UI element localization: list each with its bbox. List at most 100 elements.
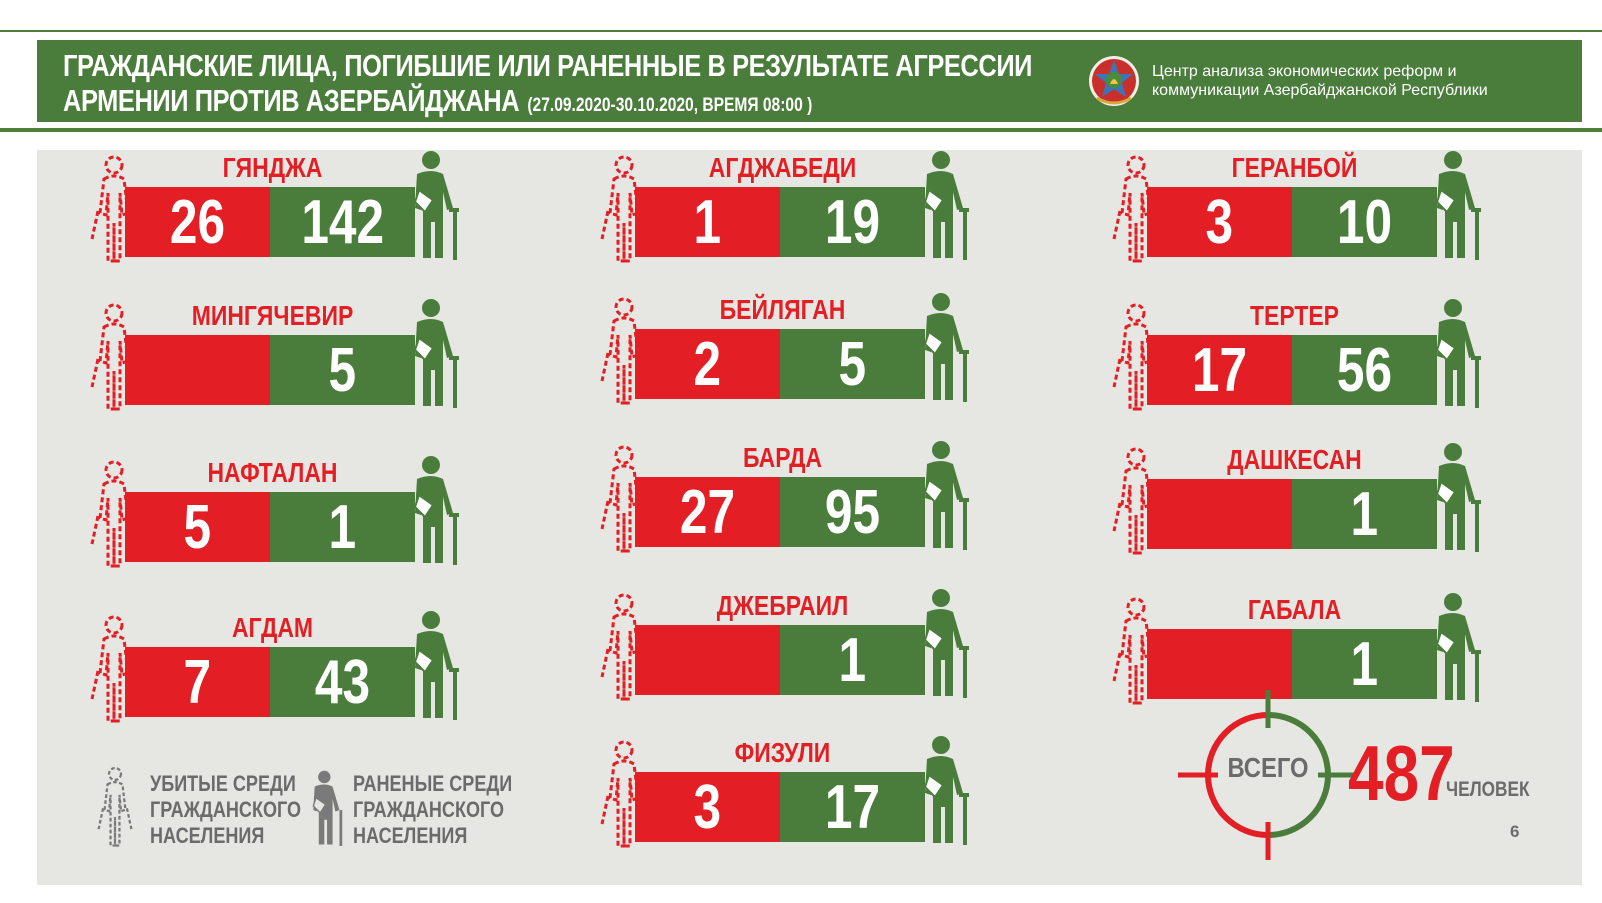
target-crosshair-icon <box>1178 690 1356 860</box>
wounded-count-bar: 10 <box>1292 187 1437 257</box>
wounded-figure-icon <box>1436 150 1482 260</box>
region-card: АГДЖАБЕДИ 1 19 <box>600 150 995 275</box>
title-line-2: АРМЕНИИ ПРОТИВ АЗЕРБАЙДЖАНА (27.09.2020-3… <box>63 83 813 118</box>
region-card: АГДАМ 7 43 <box>90 610 485 735</box>
killed-count-bar <box>1147 479 1292 549</box>
region-name: НАФТАЛАН <box>207 457 338 488</box>
region-card: БЕЙЛЯГАН 2 5 <box>600 292 995 417</box>
total-block: ВСЕГО 487 ЧЕЛОВЕК <box>1178 690 1558 860</box>
wounded-count-bar: 5 <box>780 329 925 399</box>
wounded-count: 5 <box>328 336 357 405</box>
wounded-figure-icon <box>1436 298 1482 408</box>
region-name: ФИЗУЛИ <box>734 737 831 768</box>
killed-count-bar: 3 <box>1147 187 1292 257</box>
killed-count-bar: 17 <box>1147 335 1292 405</box>
wounded-count: 1 <box>1350 480 1379 549</box>
azerbaijan-emblem-icon <box>1089 56 1139 106</box>
wounded-figure-icon <box>414 150 460 260</box>
killed-count: 26 <box>169 188 226 257</box>
region-name: БАРДА <box>742 442 823 473</box>
killed-count-bar <box>1147 629 1292 699</box>
region-card: ДАШКЕСАН 1 <box>1112 442 1507 567</box>
wounded-count: 10 <box>1336 188 1393 257</box>
wounded-count: 19 <box>824 188 881 257</box>
org-line-1: Центр анализа экономических реформ и <box>1152 63 1457 80</box>
wounded-count-bar: 56 <box>1292 335 1437 405</box>
region-card: БАРДА 27 95 <box>600 440 995 565</box>
wounded-count-bar: 142 <box>270 187 415 257</box>
region-card: ГЕРАНБОЙ 3 10 <box>1112 150 1507 275</box>
region-card: ФИЗУЛИ 3 17 <box>600 735 995 860</box>
killed-count-bar <box>125 335 270 405</box>
header-banner: ГРАЖДАНСКИЕ ЛИЦА, ПОГИБШИЕ ИЛИ РАНЕННЫЕ … <box>37 40 1582 122</box>
killed-count: 1 <box>693 188 722 257</box>
wounded-figure-icon <box>924 440 970 550</box>
region-card: НАФТАЛАН 5 1 <box>90 455 485 580</box>
wounded-count: 1 <box>838 626 867 695</box>
wounded-figure-icon <box>1436 442 1482 552</box>
killed-count-bar: 2 <box>635 329 780 399</box>
killed-count: 3 <box>693 773 722 842</box>
region-name: МИНГЯЧЕВИР <box>191 300 354 331</box>
page-title: ГРАЖДАНСКИЕ ЛИЦА, ПОГИБШИЕ ИЛИ РАНЕННЫЕ … <box>63 48 1032 123</box>
total-label: ВСЕГО <box>1227 752 1309 783</box>
region-card: ГЯНДЖА 26 142 <box>90 150 485 275</box>
killed-count-bar: 27 <box>635 477 780 547</box>
legend-wounded: РАНЕНЫЕ СРЕДИ ГРАЖДАНСКОГО НАСЕЛЕНИЯ <box>353 771 513 848</box>
organization-name: Центр анализа экономических реформ и ком… <box>1152 62 1488 100</box>
killed-count: 5 <box>183 493 212 562</box>
wounded-count: 142 <box>301 188 384 257</box>
legend: УБИТЫЕ СРЕДИ ГРАЖДАНСКОГО НАСЕЛЕНИЯ РАНЕ… <box>95 765 515 855</box>
region-card: ТЕРТЕР 17 56 <box>1112 298 1507 423</box>
region-card: ДЖЕБРАИЛ 1 <box>600 588 995 713</box>
killed-figure-icon <box>97 766 133 847</box>
wounded-count: 1 <box>328 493 357 562</box>
region-name: ГЕРАНБОЙ <box>1231 152 1358 183</box>
region-name: АГДЖАБЕДИ <box>708 152 857 183</box>
title-line-1: ГРАЖДАНСКИЕ ЛИЦА, ПОГИБШИЕ ИЛИ РАНЕННЫЕ … <box>63 48 1033 83</box>
region-name: БЕЙЛЯГАН <box>719 294 846 325</box>
wounded-count: 17 <box>824 773 881 842</box>
wounded-count: 43 <box>314 648 371 717</box>
killed-count: 27 <box>679 478 736 547</box>
region-name: ДАШКЕСАН <box>1227 444 1362 475</box>
wounded-count: 1 <box>1350 630 1379 699</box>
killed-count-bar: 26 <box>125 187 270 257</box>
killed-count-bar: 3 <box>635 772 780 842</box>
killed-count: 3 <box>1205 188 1234 257</box>
wounded-figure-icon <box>924 150 970 260</box>
legend-killed: УБИТЫЕ СРЕДИ ГРАЖДАНСКОГО НАСЕЛЕНИЯ <box>150 771 302 848</box>
wounded-count: 5 <box>838 330 867 399</box>
top-rule <box>0 30 1602 32</box>
region-name: АГДАМ <box>231 612 314 643</box>
wounded-figure-icon <box>414 298 460 408</box>
header-rule <box>0 128 1602 132</box>
total-unit: ЧЕЛОВЕК <box>1446 778 1530 801</box>
wounded-count-bar: 95 <box>780 477 925 547</box>
region-name: ТЕРТЕР <box>1249 300 1339 331</box>
killed-count-bar: 7 <box>125 647 270 717</box>
wounded-count-bar: 5 <box>270 335 415 405</box>
wounded-count-bar: 1 <box>780 625 925 695</box>
wounded-count-bar: 19 <box>780 187 925 257</box>
wounded-figure-icon <box>924 292 970 402</box>
killed-count: 2 <box>693 330 722 399</box>
killed-count-bar <box>635 625 780 695</box>
wounded-figure-icon <box>924 735 970 845</box>
region-card: ГАБАЛА 1 <box>1112 592 1507 717</box>
wounded-count-bar: 1 <box>1292 629 1437 699</box>
wounded-figure-icon <box>1436 592 1482 702</box>
killed-count: 7 <box>183 648 212 717</box>
date-range: (27.09.2020-30.10.2020, ВРЕМЯ 08:00 ) <box>527 95 813 116</box>
wounded-count-bar: 1 <box>270 492 415 562</box>
region-name: ДЖЕБРАИЛ <box>716 590 849 621</box>
wounded-count-bar: 1 <box>1292 479 1437 549</box>
wounded-count: 95 <box>824 478 881 547</box>
wounded-figure-icon <box>924 588 970 698</box>
org-line-2: коммуникации Азербайджанской Республики <box>1152 82 1488 99</box>
wounded-figure-icon <box>414 455 460 565</box>
region-card: МИНГЯЧЕВИР 5 <box>90 298 485 423</box>
killed-count-bar: 1 <box>635 187 780 257</box>
killed-count: 17 <box>1191 336 1248 405</box>
wounded-figure-icon <box>312 770 343 846</box>
